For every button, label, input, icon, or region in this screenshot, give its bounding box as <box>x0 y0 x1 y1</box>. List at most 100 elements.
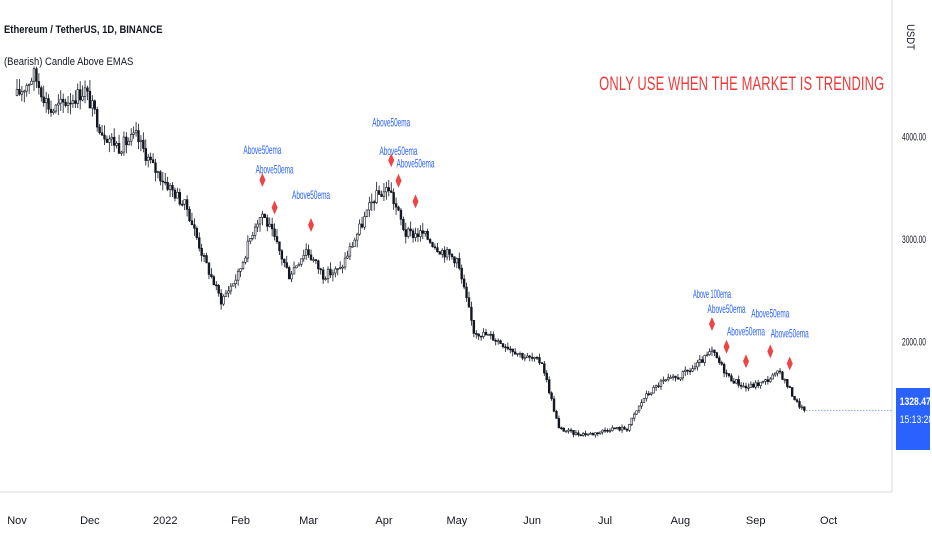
candle-body <box>137 130 140 142</box>
candle-body <box>650 392 653 395</box>
candle <box>448 248 451 261</box>
candle-body <box>419 230 422 237</box>
candle <box>234 274 237 289</box>
bearish-signal-diamond <box>786 356 793 371</box>
candle <box>759 381 762 389</box>
candle <box>523 354 527 362</box>
candle <box>533 356 536 362</box>
candle-body <box>202 255 206 257</box>
candle <box>618 426 621 432</box>
candle <box>722 362 726 378</box>
candle-body <box>373 201 376 204</box>
candle <box>693 362 697 371</box>
candle-body <box>222 296 225 305</box>
candle-body <box>365 209 369 217</box>
candle <box>309 249 313 262</box>
candle-body <box>125 136 128 146</box>
candle-body <box>304 249 308 256</box>
candle-body <box>292 267 296 275</box>
candle-body <box>477 333 480 337</box>
candle <box>657 382 660 389</box>
candle-body <box>399 209 403 220</box>
candle-body <box>618 426 621 431</box>
candle-body <box>613 427 616 430</box>
candle-body <box>431 242 434 248</box>
candle <box>686 369 689 375</box>
candle <box>188 206 191 223</box>
candle <box>280 248 284 266</box>
candle <box>528 354 531 362</box>
candle <box>15 78 19 97</box>
candle <box>545 370 548 383</box>
candle <box>509 345 512 354</box>
candle <box>567 427 570 434</box>
candle <box>696 359 699 371</box>
candle <box>681 370 685 381</box>
candle-body <box>681 371 685 379</box>
candle <box>23 89 26 103</box>
candle <box>674 375 677 382</box>
candle <box>78 81 82 110</box>
candle-body <box>317 260 320 270</box>
candle <box>32 66 36 91</box>
candle-body <box>601 429 604 433</box>
candle-body <box>684 369 687 372</box>
candle <box>25 83 28 97</box>
candle-body <box>645 393 648 399</box>
candle-body <box>234 279 237 285</box>
candle-body <box>637 405 641 412</box>
candle-body <box>173 189 177 199</box>
candle <box>98 123 101 135</box>
candle-body <box>752 383 755 388</box>
candle <box>212 274 216 286</box>
candle <box>132 126 135 139</box>
candle <box>803 406 806 413</box>
candle <box>181 200 184 207</box>
candle <box>229 282 233 295</box>
candle-body <box>78 89 82 101</box>
candle-body <box>414 233 417 238</box>
plot-area[interactable] <box>15 66 892 438</box>
candle-body <box>270 223 274 230</box>
price-tick-label: 3000.00 <box>902 234 926 246</box>
signal-markers: Above50emaAbove50emaAbove50emaAbove50ema… <box>243 115 809 371</box>
price-axis[interactable]: 4000.00 3000.00 2000.00 <box>902 132 926 349</box>
candle-body <box>47 98 50 110</box>
candle-body <box>273 228 276 237</box>
candle <box>662 376 665 385</box>
candle <box>630 417 633 427</box>
candle <box>708 348 711 356</box>
candle-body <box>205 255 208 264</box>
candle <box>450 252 454 260</box>
candle-body <box>730 375 733 382</box>
candle-body <box>215 284 218 287</box>
time-axis[interactable]: Nov Dec 2022 Feb Mar Apr May Jun Jul Aug Sep Oct <box>7 515 837 527</box>
candle-body <box>499 340 502 344</box>
candle-body <box>229 285 233 292</box>
candle <box>684 366 687 377</box>
candle-body <box>212 276 216 286</box>
candle <box>659 378 663 390</box>
candle <box>261 210 264 226</box>
candle <box>195 226 199 240</box>
candle-body <box>445 249 449 258</box>
candle-body <box>130 134 133 142</box>
candle <box>297 262 301 267</box>
candle <box>550 391 553 401</box>
candle-body <box>642 398 646 403</box>
candle <box>88 79 92 109</box>
candle <box>35 66 38 88</box>
candle <box>217 283 220 297</box>
candle <box>307 244 310 258</box>
candle-body <box>749 383 753 388</box>
candle <box>472 320 476 338</box>
candle-body <box>375 190 378 203</box>
candle <box>190 212 194 226</box>
candle-body <box>54 104 58 112</box>
candle <box>149 152 152 164</box>
candle <box>59 90 62 111</box>
candle-body <box>696 362 699 368</box>
candle-body <box>754 382 757 388</box>
indicator-label[interactable]: (Bearish) Candle Above EMAS <box>4 56 134 68</box>
